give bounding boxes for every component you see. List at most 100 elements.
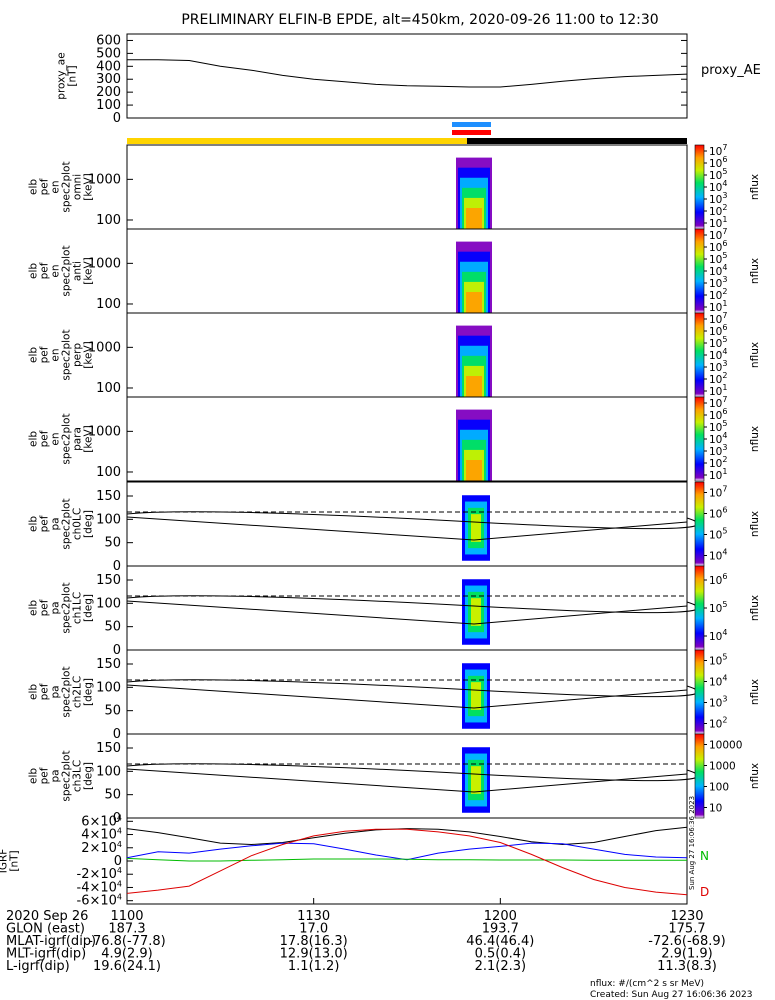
spec_omni-ytick-label: 100 bbox=[96, 213, 121, 228]
spec_perp-colorbar-tick-label: 107 bbox=[709, 311, 727, 326]
spec_perp-heatmap bbox=[456, 325, 492, 397]
spec_perp-colorbar-tick-label: 103 bbox=[709, 359, 727, 374]
pa_ch2LC-ylabel-line: pef bbox=[39, 683, 51, 700]
spec_anti-heatmap-cell bbox=[466, 292, 482, 313]
pa_ch0LC-loss-cone-line bbox=[126, 511, 699, 530]
spec_para-ylabel-line: [keV] bbox=[83, 425, 95, 453]
igrf-ytick-label: -2×104 bbox=[77, 866, 123, 882]
x-axis-row-value: 0.5(0.4) bbox=[475, 947, 527, 962]
spec_para-colorbar-gradient bbox=[694, 396, 705, 482]
pa_ch0LC-ylabel-line: pef bbox=[39, 515, 51, 532]
pa_ch1LC-ylabel-line: [deg] bbox=[83, 594, 95, 622]
igrf-ytick-label: -4×104 bbox=[77, 879, 123, 895]
pa_ch1LC-heatmap-cell bbox=[471, 598, 481, 626]
pa_ch1LC-ylabel-line: pef bbox=[39, 599, 51, 616]
igrf-legend-n: N bbox=[700, 849, 709, 863]
spec_anti-colorbar-tick-label: 102 bbox=[709, 287, 727, 302]
spec_perp-panel: elb pef en spec2plot perp [keV]10010001011021… bbox=[28, 311, 762, 398]
spec_para-panel: elb pef en spec2plot para [keV]10010001011021… bbox=[28, 395, 762, 482]
spec_perp-ylabel-line: en bbox=[50, 348, 62, 361]
pa_ch3LC-colorbar-tick-label: 10000 bbox=[709, 740, 742, 752]
igrf-ylabel: IGRF [nT] bbox=[0, 849, 21, 874]
proxy-ae-ytick-label: 0 bbox=[113, 111, 121, 126]
x-axis-row-label: MLAT-igrf(dip) bbox=[6, 934, 96, 949]
pa_ch1LC-ylabel-line: ch1LC bbox=[72, 592, 84, 624]
pa_ch3LC-loss-cone-line bbox=[126, 763, 699, 782]
plot-title: PRELIMINARY ELFIN-B EPDE, alt=450km, 202… bbox=[181, 12, 658, 28]
x-axis-row-value: 1200 bbox=[484, 909, 517, 924]
pa_ch2LC-colorbar-tick-label: 103 bbox=[709, 695, 727, 710]
proxy-ae-ytick-label: 500 bbox=[96, 46, 121, 61]
spec_anti-ytick-label: 1000 bbox=[88, 256, 121, 271]
x-axis-row-value: 4.9(2.9) bbox=[101, 947, 153, 962]
spectrogram-panels: elb pef en spec2plot omni [keV]10010001011021… bbox=[28, 143, 762, 826]
spec_perp-colorbar-tick-label: 101 bbox=[709, 383, 727, 398]
pa_ch0LC-ytick-label: 50 bbox=[104, 536, 121, 551]
pa_ch0LC-frame bbox=[126, 481, 688, 567]
pa_ch0LC-ytick-label: 150 bbox=[96, 489, 121, 504]
spec_omni-ylabel-line: omni bbox=[72, 174, 84, 200]
spec_anti-colorbar-label: nflux bbox=[749, 258, 761, 284]
pa_ch1LC-colorbar-tick-label: 106 bbox=[709, 572, 727, 587]
pa_ch1LC-ytick-label: 0 bbox=[113, 643, 121, 658]
spec_anti-colorbar-tick-label: 105 bbox=[709, 251, 727, 266]
pa_ch1LC-ytick-label: 150 bbox=[96, 573, 121, 588]
spec_anti-colorbar-tick-label: 107 bbox=[709, 227, 727, 242]
pa_ch3LC-ytick-label: 50 bbox=[104, 788, 121, 803]
pa_ch0LC-ylabel-line: elb bbox=[28, 516, 40, 532]
spec_perp-colorbar-tick-label: 105 bbox=[709, 335, 727, 350]
pa_ch3LC-colorbar-tick-label: 1000 bbox=[709, 761, 736, 773]
igrf-series-line bbox=[126, 828, 688, 896]
pa_ch1LC-colorbar-gradient bbox=[694, 565, 705, 651]
spec_para-ylabel-line: para bbox=[72, 427, 84, 451]
x-axis-row-value: 17.0 bbox=[299, 922, 328, 937]
pa_ch0LC-ytick-label: 0 bbox=[113, 559, 121, 574]
spec_perp-colorbar-tick-label: 106 bbox=[709, 323, 727, 338]
pa_ch2LC-colorbar-tick-label: 102 bbox=[709, 716, 727, 731]
spec_omni-ylabel-line: pef bbox=[39, 178, 51, 195]
pa_ch2LC-ylabel-line: spec2plot bbox=[61, 666, 73, 717]
spec_para-heatmap bbox=[456, 409, 492, 481]
pa_ch1LC-colorbar: 104 105 106 nflux bbox=[694, 565, 761, 651]
pa_ch3LC-ylabel-line: elb bbox=[28, 768, 40, 784]
pa_ch2LC-heatmap-cell bbox=[471, 682, 481, 710]
pa_ch0LC-colorbar-tick-label: 104 bbox=[709, 548, 727, 563]
pa_ch0LC-colorbar: 104 105 106 107 nflux bbox=[694, 481, 761, 567]
spec_perp-ytick-label: 100 bbox=[96, 381, 121, 396]
pa_ch3LC-heatmap-cell bbox=[471, 766, 481, 794]
pa_ch3LC-ylabel-line: [deg] bbox=[83, 762, 95, 790]
pa_ch3LC-bounce-line bbox=[126, 768, 688, 793]
pa_ch0LC-colorbar-label: nflux bbox=[749, 511, 761, 537]
science-zone-red-bar bbox=[452, 130, 491, 135]
pa_ch3LC-ylabel-line: pa bbox=[50, 769, 62, 782]
pa_ch3LC-ylabel-line: ch3LC bbox=[72, 760, 84, 792]
spec_omni-ylabel-line: elb bbox=[28, 179, 40, 195]
spec_omni-colorbar-tick-label: 102 bbox=[709, 203, 727, 218]
pa_ch1LC-ylabel-line: pa bbox=[50, 601, 62, 614]
spec_anti-colorbar-gradient bbox=[694, 228, 705, 314]
pa_ch3LC-heatmap bbox=[462, 747, 490, 813]
pa_ch3LC-colorbar-tick-label: 100 bbox=[709, 782, 729, 794]
proxy-ae-ytick-label: 300 bbox=[96, 72, 121, 87]
pa_ch0LC-bounce-line bbox=[126, 516, 688, 541]
x-axis-row-value: 2.1(2.3) bbox=[475, 959, 527, 974]
spec_para-colorbar-tick-label: 105 bbox=[709, 419, 727, 434]
spec_para-colorbar-tick-label: 107 bbox=[709, 395, 727, 410]
spec_omni-colorbar-tick-label: 103 bbox=[709, 191, 727, 206]
spec_perp-colorbar-tick-label: 104 bbox=[709, 347, 727, 362]
spec_para-colorbar-tick-label: 102 bbox=[709, 455, 727, 470]
pa_ch0LC-colorbar-tick-label: 106 bbox=[709, 506, 727, 521]
spec_perp-heatmap-cell bbox=[466, 376, 482, 397]
x-axis-row-value: 1100 bbox=[110, 909, 143, 924]
proxy-ae-ylabel-line: proxy_ae bbox=[56, 52, 68, 99]
spec_omni-colorbar-tick-label: 107 bbox=[709, 143, 727, 158]
x-axis-row-value: -72.6(-68.9) bbox=[648, 934, 725, 949]
pa_ch3LC-ytick-label: 150 bbox=[96, 741, 121, 756]
pa_ch0LC-ylabel-line: ch0LC bbox=[72, 508, 84, 540]
igrf-lines bbox=[126, 826, 688, 896]
x-axis-row-value: -76.8(-77.8) bbox=[88, 934, 165, 949]
proxy-ae-line bbox=[127, 59, 688, 88]
spec_para-ylabel-line: en bbox=[50, 432, 62, 445]
